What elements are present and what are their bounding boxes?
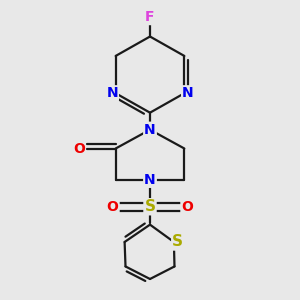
Text: N: N	[144, 123, 156, 137]
Text: O: O	[182, 200, 193, 214]
Text: F: F	[145, 10, 155, 24]
Text: S: S	[172, 235, 183, 250]
Text: O: O	[73, 142, 85, 155]
Text: O: O	[107, 200, 118, 214]
Text: S: S	[145, 199, 155, 214]
Text: N: N	[106, 86, 118, 100]
Text: N: N	[144, 173, 156, 187]
Text: N: N	[182, 86, 194, 100]
